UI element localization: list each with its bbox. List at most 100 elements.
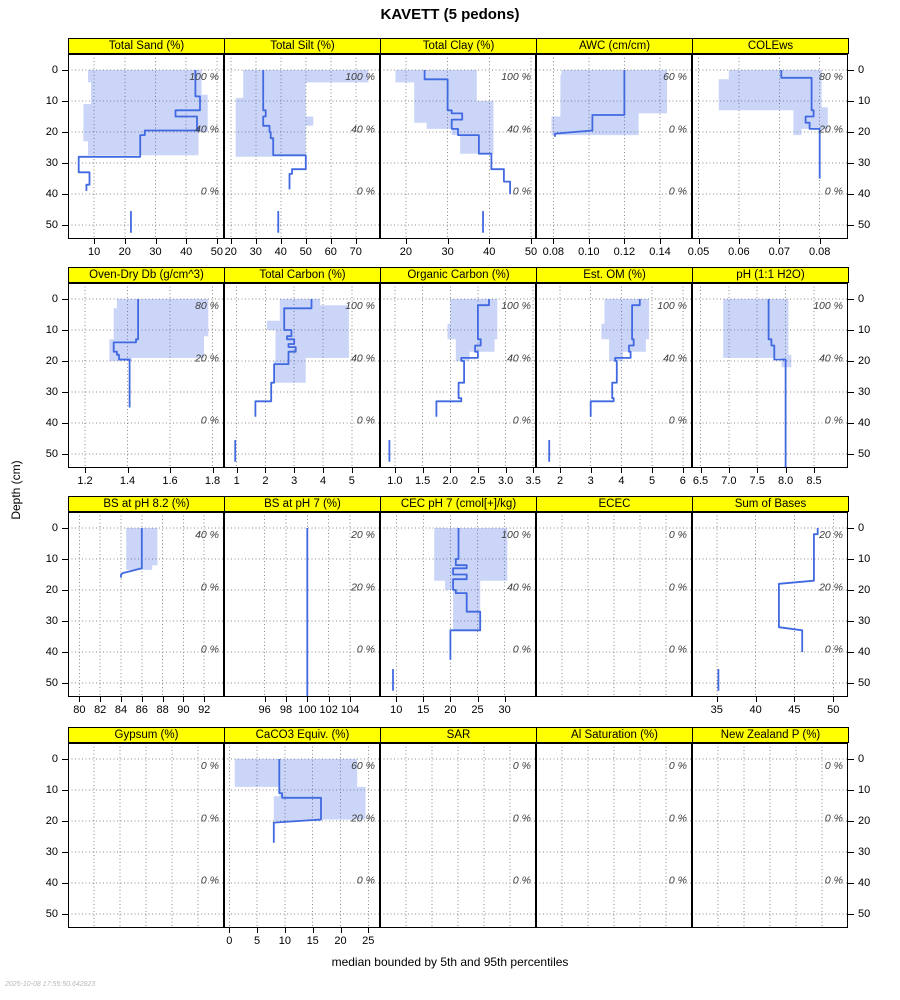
depth-tick-label-left: 30 bbox=[45, 157, 58, 169]
panel-gypsum: 0 % 0 % 0 % bbox=[68, 743, 224, 928]
svg-text:80 %: 80 % bbox=[819, 71, 843, 83]
svg-text:40 %: 40 % bbox=[663, 352, 687, 364]
svg-text:40 %: 40 % bbox=[351, 123, 375, 135]
x-axis-tick bbox=[590, 468, 592, 473]
depth-tick-right bbox=[848, 225, 854, 226]
x-axis-tick bbox=[305, 239, 307, 244]
depth-tick-right bbox=[848, 683, 854, 684]
x-tick-label: 90 bbox=[177, 704, 190, 716]
strip-est-om: Est. OM (%) bbox=[536, 267, 693, 283]
depth-tick-right bbox=[848, 299, 854, 300]
depth-tick-label-left: 30 bbox=[45, 846, 58, 858]
panel-al-saturation: 0 % 0 % 0 % bbox=[536, 743, 692, 928]
x-tick-label: 30 bbox=[149, 246, 162, 258]
x-axis-tick bbox=[328, 697, 330, 702]
x-tick-label: 30 bbox=[441, 246, 454, 258]
depth-tick-label-left: 10 bbox=[45, 95, 58, 107]
svg-text:0 %: 0 % bbox=[669, 760, 687, 772]
svg-text:60 %: 60 % bbox=[351, 760, 375, 772]
svg-text:0 %: 0 % bbox=[357, 185, 375, 197]
x-tick-label: 0.05 bbox=[687, 246, 710, 258]
x-axis-tick bbox=[794, 697, 796, 702]
depth-tick-label-left: 30 bbox=[45, 615, 58, 627]
x-axis-tick bbox=[489, 239, 491, 244]
x-axis-tick bbox=[396, 697, 398, 702]
x-tick-label: 2 bbox=[556, 475, 564, 487]
depth-tick-right bbox=[848, 70, 854, 71]
x-axis-tick bbox=[560, 468, 561, 473]
x-axis-tick bbox=[79, 697, 81, 702]
x-axis-tick bbox=[162, 697, 164, 702]
x-tick-label: 20 bbox=[224, 246, 237, 258]
x-axis-tick bbox=[698, 239, 700, 244]
depth-tick-label-left: 0 bbox=[51, 522, 58, 534]
depth-tick-right bbox=[848, 914, 854, 915]
x-tick-label: 0.14 bbox=[649, 246, 671, 258]
depth-tick-left bbox=[62, 759, 68, 760]
x-tick-label: 60 bbox=[324, 246, 337, 258]
panel-bs-at-ph-7: 20 % 20 % 0 % bbox=[224, 512, 380, 697]
depth-tick-left bbox=[62, 454, 68, 455]
x-axis-tick bbox=[755, 697, 757, 702]
depth-tick-label-right: 20 bbox=[858, 355, 871, 367]
strip-cec-ph-7: CEC pH 7 (cmol[+]/kg) bbox=[380, 496, 537, 512]
depth-tick-label-left: 20 bbox=[45, 126, 58, 138]
strip-sum-of-bases: Sum of Bases bbox=[692, 496, 849, 512]
x-tick-label: 30 bbox=[498, 704, 511, 716]
depth-tick-left bbox=[62, 883, 68, 884]
panel-sar: 0 % 0 % 0 % bbox=[380, 743, 536, 928]
strip-total-silt: Total Silt (%) bbox=[224, 38, 381, 54]
svg-text:0 %: 0 % bbox=[669, 581, 687, 593]
x-axis-tick bbox=[264, 697, 266, 702]
depth-tick-label-left: 50 bbox=[45, 677, 58, 689]
depth-tick-left bbox=[62, 652, 68, 653]
strip-gypsum: Gypsum (%) bbox=[68, 727, 225, 743]
x-tick-label: 88 bbox=[156, 704, 169, 716]
x-axis-tick bbox=[170, 468, 171, 473]
svg-text:60 %: 60 % bbox=[663, 71, 687, 83]
svg-text:0 %: 0 % bbox=[825, 812, 843, 824]
depth-tick-label-right: 40 bbox=[858, 188, 871, 200]
x-tick-label: 1.6 bbox=[162, 475, 178, 487]
depth-tick-label-left: 40 bbox=[45, 417, 58, 429]
depth-tick-right bbox=[848, 590, 854, 591]
svg-text:0 %: 0 % bbox=[201, 185, 219, 197]
depth-tick-label-right: 20 bbox=[858, 584, 871, 596]
x-axis-tick bbox=[819, 239, 821, 244]
x-axis-tick bbox=[124, 239, 126, 244]
panel-awc: 60 % 0 % 0 % bbox=[536, 54, 692, 239]
x-tick-label: 1.5 bbox=[414, 475, 431, 487]
svg-text:40 %: 40 % bbox=[195, 529, 219, 541]
svg-text:0 %: 0 % bbox=[201, 414, 219, 426]
x-tick-label: 70 bbox=[349, 246, 362, 258]
x-tick-label: 96 bbox=[258, 704, 271, 716]
x-tick-label: 25 bbox=[362, 935, 375, 947]
x-tick-label: 7.5 bbox=[749, 475, 765, 487]
x-tick-label: 84 bbox=[114, 704, 128, 716]
depth-tick-label-right: 20 bbox=[858, 815, 871, 827]
depth-tick-left bbox=[62, 590, 68, 591]
panel-est-om: 100 % 40 % 0 % bbox=[536, 283, 692, 468]
x-tick-label: 20 bbox=[118, 246, 131, 258]
depth-tick-right bbox=[848, 163, 854, 164]
svg-text:100 %: 100 % bbox=[345, 300, 375, 312]
x-tick-label: 40 bbox=[749, 704, 762, 716]
x-axis-tick bbox=[350, 697, 352, 702]
svg-text:0 %: 0 % bbox=[669, 414, 687, 426]
x-axis-tick bbox=[229, 928, 231, 933]
depth-tick-right bbox=[848, 821, 854, 822]
x-tick-label: 102 bbox=[319, 704, 338, 716]
x-tick-label: 5 bbox=[649, 475, 656, 487]
svg-text:0 %: 0 % bbox=[669, 874, 687, 886]
depth-tick-left bbox=[62, 361, 68, 362]
x-axis-tick bbox=[330, 239, 332, 244]
depth-tick-label-left: 20 bbox=[45, 584, 58, 596]
x-axis-tick bbox=[127, 468, 129, 473]
x-tick-label: 0.08 bbox=[542, 246, 564, 258]
x-axis-tick bbox=[204, 697, 206, 702]
svg-text:40 %: 40 % bbox=[351, 352, 375, 364]
svg-text:0 %: 0 % bbox=[513, 812, 531, 824]
x-axis-tick bbox=[141, 697, 143, 702]
x-tick-label: 98 bbox=[279, 704, 293, 716]
